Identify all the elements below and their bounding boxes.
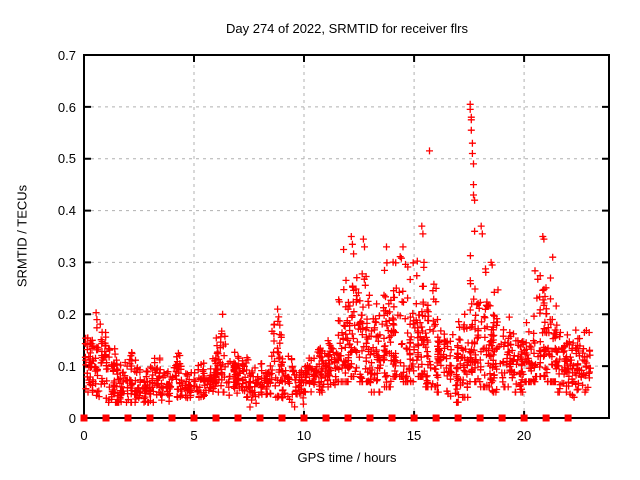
x-tick-label: 0 [80,428,88,443]
y-tick-label: 0 [68,411,76,426]
x-axis-label: GPS time / hours [297,450,397,465]
y-tick-label: 0.2 [57,307,76,322]
y-tick-label: 0.4 [57,203,76,218]
y-axis-label: SRMTID / TECUs [14,184,30,288]
y-tick-label: 0.5 [57,151,76,166]
y-tick-label: 0.7 [57,48,76,63]
x-tick-label: 15 [406,428,422,443]
y-tick-label: 0.3 [57,255,76,270]
y-tick-label: 0.6 [57,100,76,115]
x-tick-label: 5 [190,428,198,443]
chart-title: Day 274 of 2022, SRMTID for receiver flr… [225,21,469,36]
x-tick-label: 10 [296,428,312,443]
x-tick-label: 20 [516,428,532,443]
y-tick-label: 0.1 [57,359,76,374]
